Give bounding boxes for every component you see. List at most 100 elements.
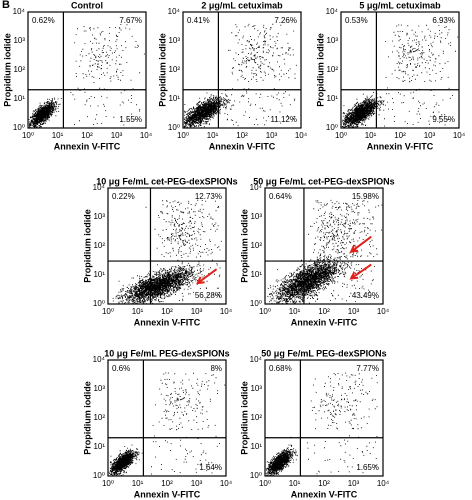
y-tick-label: 10⁰ — [93, 299, 105, 308]
plot-frame — [264, 187, 384, 305]
y-tick-label: 10² — [93, 413, 105, 422]
y-tick-label: 10⁴ — [250, 355, 263, 364]
y-tick-label: 10⁰ — [13, 123, 25, 132]
x-tick-label: 10¹ — [365, 131, 377, 140]
y-tick-label: 10¹ — [168, 94, 180, 103]
events — [112, 199, 222, 305]
x-axis-label: Annexin V-FITC — [134, 489, 201, 499]
x-tick-label: 10⁴ — [377, 479, 390, 488]
quadrant-ur: 12.73% — [195, 192, 222, 201]
events — [108, 372, 226, 477]
x-tick-label: 10³ — [348, 479, 360, 488]
quadrant-lr: 1.65% — [356, 463, 379, 472]
x-tick-label: 10¹ — [52, 131, 64, 140]
y-tick-label: 10¹ — [93, 270, 105, 279]
events — [341, 24, 459, 129]
events — [265, 372, 378, 477]
x-tick-label: 10⁰ — [259, 307, 271, 316]
panel-title: Control — [71, 0, 103, 10]
x-axis-label: Annexin V-FITC — [134, 317, 201, 327]
x-tick-label: 10⁰ — [335, 131, 347, 140]
arrow — [350, 263, 372, 280]
x-tick-label: 10⁰ — [259, 479, 271, 488]
quadrant-lr: 56.28% — [195, 291, 222, 300]
arrow-head — [349, 271, 359, 280]
x-tick-label: 10⁴ — [220, 307, 233, 316]
y-tick-label: 10⁴ — [168, 7, 181, 16]
x-tick-label: 10¹ — [289, 479, 301, 488]
panel-title: 10 μg Fe/mL PEG-dexSPIONs — [104, 348, 229, 358]
x-tick-label: 10² — [161, 479, 173, 488]
y-axis-label: Propidium iodide — [157, 33, 167, 107]
y-tick-label: 10⁴ — [326, 7, 339, 16]
y-tick-label: 10⁴ — [93, 183, 106, 192]
y-tick-label: 10⁰ — [168, 123, 180, 132]
x-tick-label: 10⁴ — [453, 131, 466, 140]
panel-label: B — [2, 0, 10, 11]
x-tick-label: 10² — [394, 131, 406, 140]
quadrant-ul: 0.62% — [32, 16, 55, 25]
panel-title: 50 μg Fe/mL cet-PEG-dexSPIONs — [253, 176, 394, 186]
y-tick-label: 10¹ — [250, 270, 262, 279]
x-axis-label: Annexin V-FITC — [54, 141, 121, 151]
y-axis-label: Propidium iodide — [315, 33, 325, 107]
plot-frame — [27, 11, 147, 129]
arrow-head — [349, 244, 359, 254]
quadrant-ur: 7.26% — [274, 16, 297, 25]
x-tick-label: 10⁴ — [220, 479, 233, 488]
arrow — [350, 235, 372, 253]
x-tick-label: 10³ — [191, 307, 203, 316]
quadrant-ul: 0.68% — [269, 364, 292, 373]
y-tick-label: 10¹ — [93, 442, 105, 451]
y-tick-label: 10³ — [168, 36, 180, 45]
x-tick-label: 10¹ — [207, 131, 219, 140]
x-tick-label: 10² — [318, 307, 330, 316]
x-axis-label: Annexin V-FITC — [291, 489, 358, 499]
events — [267, 199, 383, 305]
x-tick-label: 10³ — [111, 131, 123, 140]
x-tick-label: 10³ — [266, 131, 278, 140]
y-axis-label: Propidium iodide — [2, 33, 12, 107]
x-tick-label: 10⁰ — [22, 131, 34, 140]
quadrant-ul: 0.22% — [112, 192, 135, 201]
quadrant-ur: 7.67% — [119, 16, 142, 25]
y-tick-label: 10⁰ — [326, 123, 338, 132]
quadrant-ul: 0.41% — [187, 16, 210, 25]
panel-title: 2 μg/mL cetuximab — [201, 0, 283, 10]
x-tick-label: 10² — [161, 307, 173, 316]
y-tick-label: 10³ — [13, 36, 25, 45]
plot-frame — [340, 11, 460, 129]
x-tick-label: 10⁰ — [102, 479, 114, 488]
quadrant-ur: 7.77% — [356, 364, 379, 373]
quadrant-ur: 6.93% — [432, 16, 455, 25]
y-tick-label: 10³ — [93, 384, 105, 393]
quadrant-ul: 0.53% — [345, 16, 368, 25]
y-tick-label: 10² — [250, 413, 262, 422]
y-tick-label: 10⁴ — [93, 355, 106, 364]
quadrant-lr: 11.12% — [270, 115, 297, 124]
y-tick-label: 10⁰ — [250, 471, 262, 480]
panel-title: 50 μg Fe/mL PEG-dexSPIONs — [261, 348, 386, 358]
y-tick-label: 10⁴ — [13, 7, 26, 16]
x-tick-label: 10³ — [191, 479, 203, 488]
panel-title: 5 μg/mL cetuximab — [359, 0, 441, 10]
x-tick-label: 10² — [81, 131, 93, 140]
y-tick-label: 10³ — [326, 36, 338, 45]
x-tick-label: 10³ — [424, 131, 436, 140]
quadrant-lr: 1.64% — [199, 463, 222, 472]
y-axis-label: Propidium iodide — [82, 209, 92, 283]
x-tick-label: 10⁴ — [140, 131, 153, 140]
y-tick-label: 10³ — [250, 384, 262, 393]
y-tick-label: 10² — [13, 65, 25, 74]
plot-frame — [182, 11, 302, 129]
y-axis-label: Propidium iodide — [82, 381, 92, 455]
plot-frame — [107, 359, 227, 477]
y-tick-label: 10² — [326, 65, 338, 74]
quadrant-ur: 15.98% — [352, 192, 379, 201]
y-tick-label: 10² — [250, 241, 262, 250]
x-axis-label: Annexin V-FITC — [291, 317, 358, 327]
quadrant-lr: 1.55% — [119, 115, 142, 124]
y-axis-label: Propidium iodide — [239, 209, 249, 283]
plot-frame — [107, 187, 227, 305]
y-tick-label: 10³ — [93, 212, 105, 221]
